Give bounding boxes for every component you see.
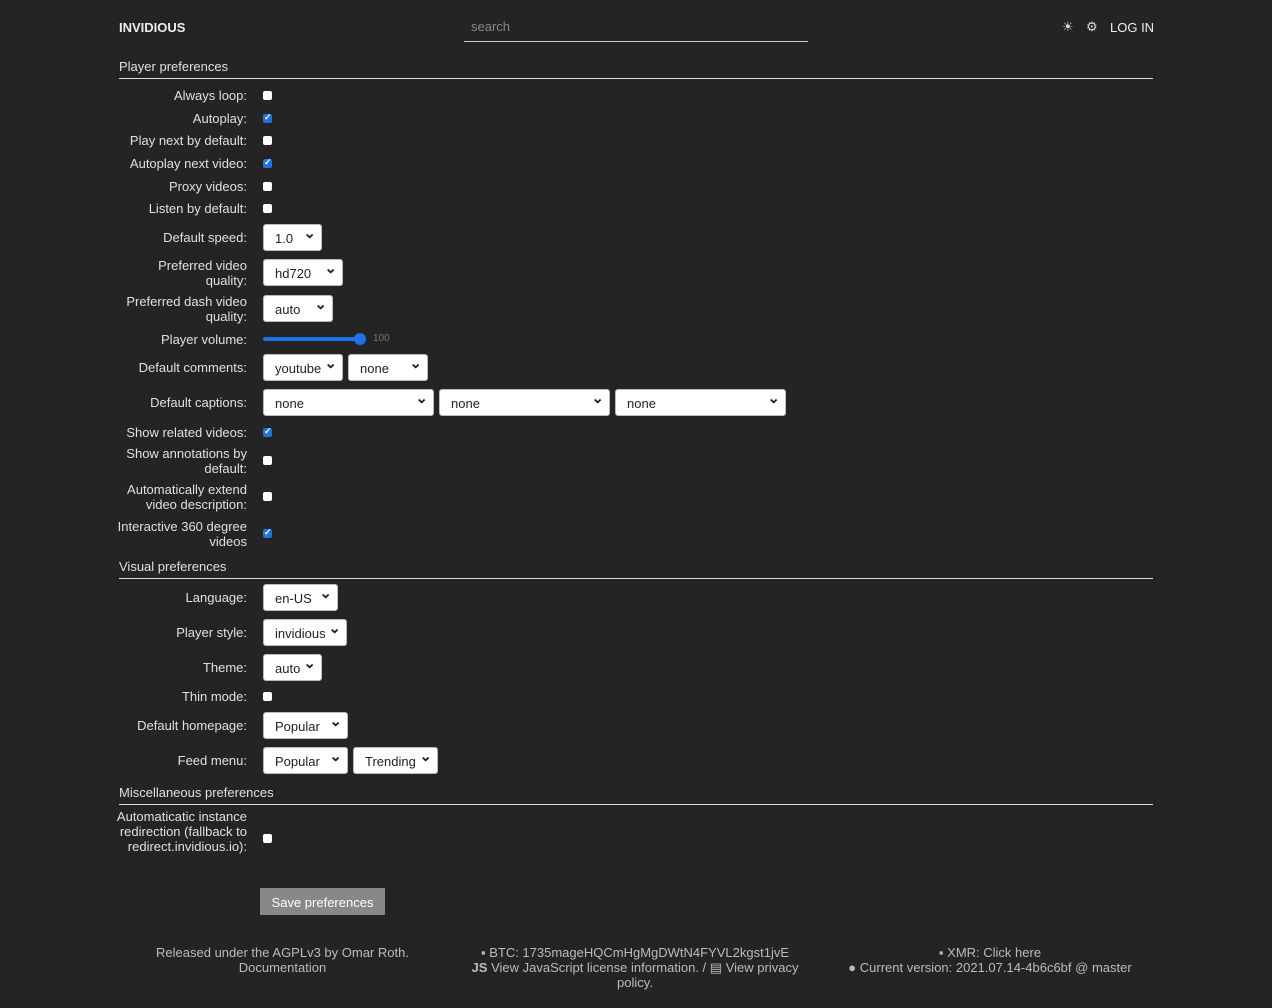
separator: / (702, 960, 707, 975)
label-speed: Default speed: (163, 230, 247, 245)
label-theme: Theme: (202, 660, 247, 675)
privacy-link[interactable]: View privacy policy. (617, 960, 799, 990)
documentation-link[interactable]: Documentation (238, 960, 327, 975)
select-theme[interactable]: auto (263, 654, 322, 681)
label-thin: Thin mode: (181, 689, 247, 704)
search-input[interactable] (464, 16, 822, 37)
select-comments-2[interactable]: none (348, 354, 428, 381)
select-captions-2[interactable]: none (439, 389, 610, 416)
gear-icon[interactable]: ⚙ (1086, 19, 1098, 34)
checkbox-play-next[interactable] (263, 136, 272, 145)
label-redirect: Automaticatic instance redirection (fall… (116, 809, 247, 854)
checkbox-proxy[interactable] (263, 182, 272, 191)
select-captions-1[interactable]: none (263, 389, 434, 416)
save-button[interactable]: Save preferences (260, 888, 385, 915)
label-360: Interactive 360 degree videos (117, 519, 247, 549)
label-autoplay: Autoplay: (192, 111, 247, 126)
brand-logo[interactable]: INVIDIOUS (119, 20, 186, 35)
label-listen: Listen by default: (148, 201, 247, 216)
select-homepage[interactable]: Popular (263, 712, 348, 739)
select-captions-3[interactable]: none (615, 389, 786, 416)
select-dash[interactable]: auto (263, 295, 333, 322)
wallet-icon: ▪ (480, 945, 486, 960)
volume-slider[interactable] (263, 333, 366, 345)
volume-value: 100 (373, 333, 390, 344)
label-annotations: Show annotations by default: (126, 446, 247, 476)
section-player-title: Player preferences (119, 59, 1153, 79)
checkbox-listen[interactable] (263, 204, 272, 213)
label-comments: Default comments: (138, 360, 247, 375)
search-box[interactable] (464, 16, 822, 42)
select-feed-2[interactable]: Trending (353, 747, 438, 774)
checkbox-autoplay[interactable] (263, 112, 272, 123)
sun-icon[interactable]: ☀ (1062, 19, 1074, 34)
label-captions: Default captions: (150, 395, 247, 410)
checkbox-extend[interactable] (263, 492, 272, 501)
volume-thumb[interactable] (354, 333, 366, 345)
label-play-next: Play next by default: (129, 133, 247, 148)
label-always-loop: Always loop: (174, 88, 247, 103)
section-misc-title: Miscellaneous preferences (119, 785, 1153, 805)
login-link[interactable]: LOG IN (1110, 20, 1155, 35)
xmr-link[interactable]: XMR: Click here (947, 945, 1042, 960)
checkbox-thin[interactable] (263, 692, 272, 701)
js-icon: JS (471, 960, 488, 975)
label-quality: Preferred video quality: (158, 258, 247, 288)
version-link[interactable]: Current version: 2021.07.14-4b6c6bf @ ma… (859, 960, 1132, 975)
select-quality[interactable]: hd720 (263, 259, 343, 286)
license-text[interactable]: Released under the AGPLv3 by Omar Roth. (156, 945, 409, 960)
btc-address: BTC: 1735mageHQCmHgMgDWtN4FYVL2kgst1jvE (489, 945, 790, 960)
checkbox-annotations[interactable] (263, 456, 272, 465)
select-language[interactable]: en-US (263, 584, 338, 611)
wallet-icon: ▪ (938, 945, 944, 960)
label-feed: Feed menu: (177, 753, 247, 768)
section-visual-title: Visual preferences (119, 559, 1153, 579)
select-feed-1[interactable]: Popular (263, 747, 348, 774)
checkbox-related[interactable] (263, 426, 272, 437)
label-proxy: Proxy videos: (168, 179, 247, 194)
label-related: Show related videos: (126, 425, 247, 440)
select-player-style[interactable]: invidious (263, 619, 347, 646)
checkbox-360[interactable] (263, 527, 272, 538)
checkbox-redirect[interactable] (263, 834, 272, 843)
select-speed[interactable]: 1.0 (263, 224, 322, 251)
label-extend: Automatically extend video description: (127, 482, 247, 512)
checkbox-autoplay-next[interactable] (263, 157, 272, 168)
checkbox-always-loop[interactable] (263, 91, 272, 100)
github-icon: ● (848, 960, 857, 975)
label-dash: Preferred dash video quality: (126, 294, 247, 324)
label-volume: Player volume: (161, 332, 247, 347)
label-homepage: Default homepage: (137, 718, 247, 733)
label-style: Player style: (176, 625, 247, 640)
js-license-link[interactable]: View JavaScript license information. (491, 960, 699, 975)
label-autoplay-next: Autoplay next video: (129, 156, 247, 171)
document-icon: ▤ (709, 960, 723, 975)
label-language: Language: (185, 590, 247, 605)
select-comments-1[interactable]: youtube (263, 354, 343, 381)
